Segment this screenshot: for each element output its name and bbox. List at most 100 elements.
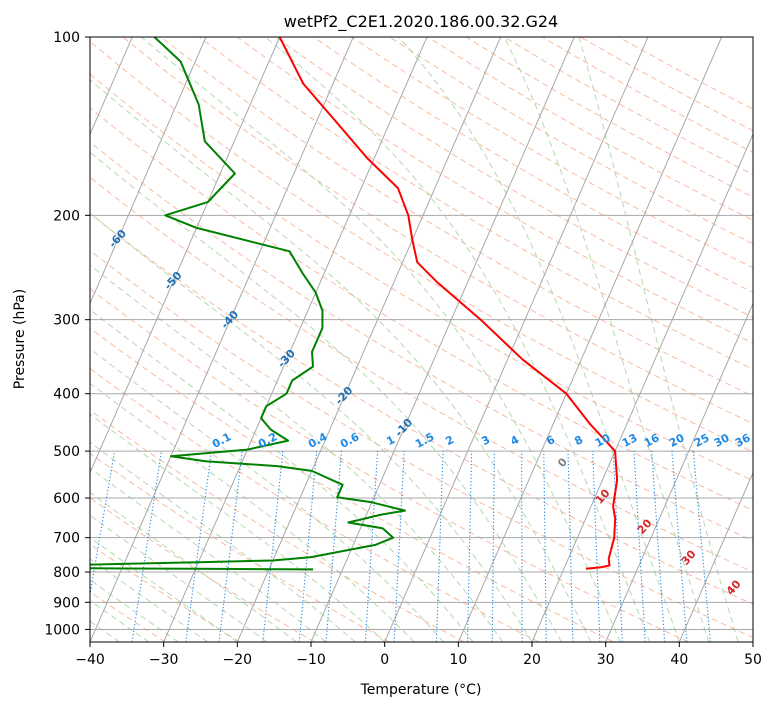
x-tick-label: −30 — [149, 652, 179, 668]
y-tick-label: 500 — [53, 444, 80, 460]
x-tick-label: 40 — [670, 652, 688, 668]
dry-adiabat — [90, 212, 753, 605]
dry-adiabat — [236, 37, 753, 344]
plot-area: -100-90-80-70-60-50-40-30-20-100.10.20.4… — [90, 37, 753, 642]
profile-series — [90, 37, 619, 571]
mixing-ratio-line — [298, 451, 318, 642]
y-tick-label: 700 — [53, 531, 80, 547]
isotherm-line — [531, 132, 753, 642]
dry-adiabat — [275, 37, 753, 318]
moist-adiabat — [90, 579, 179, 642]
mixing-ratio-label: 13 — [620, 431, 640, 450]
moist-adiabat — [90, 514, 268, 642]
y-tick-label: 1000 — [44, 622, 80, 638]
mixing-ratio-line — [131, 451, 163, 642]
isobars — [90, 214, 753, 630]
x-tick-label: 10 — [449, 652, 467, 668]
plot-frame — [89, 36, 754, 643]
moist-adiabat — [140, 37, 621, 642]
moist-adiabat — [90, 212, 533, 642]
isotherm-line — [310, 37, 575, 642]
isotherm-line — [605, 302, 753, 642]
dry-adiabat — [90, 452, 390, 642]
dry-adiabat — [90, 107, 753, 511]
dry-adiabat — [90, 327, 614, 642]
y-tick-label: 900 — [53, 595, 80, 611]
mixing-ratio-label: 10 — [593, 431, 613, 450]
mixing-ratio-label: 36 — [733, 431, 753, 450]
mixing-ratio-line — [692, 451, 711, 642]
isotherm-line — [384, 37, 649, 642]
mixing-ratio-line — [612, 451, 623, 642]
mixing-ratio-line — [466, 451, 473, 642]
mixing-ratio-label: 20 — [667, 431, 687, 450]
dry-adiabat — [122, 37, 753, 425]
moist-adiabat — [398, 37, 680, 642]
mixing-ratio-line — [543, 451, 547, 642]
moist-adiabat — [503, 37, 710, 642]
dry-adiabats — [90, 37, 753, 642]
y-tick-label: 200 — [53, 208, 80, 224]
chart-title: wetPf2_C2E1.2020.186.00.32.G24 — [284, 12, 558, 32]
moist-adiabat — [578, 37, 739, 642]
mixing-ratio-line — [435, 451, 444, 642]
x-tick-label: 30 — [597, 652, 615, 668]
dry-adiabat — [90, 40, 753, 453]
mixing-ratio-line — [651, 451, 666, 642]
mixing-ratio-line — [185, 451, 212, 642]
moist-adiabat — [90, 467, 327, 642]
dry-adiabat — [90, 176, 753, 573]
mixing-ratio-label: 25 — [692, 431, 712, 450]
isotherm-line — [90, 37, 281, 474]
mixing-ratio-label: 30 — [712, 431, 732, 450]
mixing-ratio-line — [218, 451, 243, 642]
isotherm-line — [163, 37, 428, 642]
isotherms — [90, 37, 753, 642]
x-tick-label: 20 — [523, 652, 541, 668]
moist-adiabat — [90, 536, 238, 642]
dry-adiabat — [90, 367, 540, 642]
y-axis-label: Pressure (hPa) — [12, 289, 28, 389]
mixing-ratio-line — [671, 451, 688, 642]
dry-adiabat — [90, 141, 753, 542]
mixing-ratio-line — [262, 451, 284, 642]
moist-adiabat — [265, 37, 651, 642]
y-tick-label: 800 — [53, 565, 80, 581]
dry-adiabat — [90, 409, 465, 642]
x-tick-label: 0 — [380, 652, 389, 668]
dry-adiabat — [90, 249, 753, 639]
axis-ticks: −40 −30 −20 −10 0 10 20 30 40 50 100 200 300 400 500 60… — [44, 30, 762, 668]
dry-adiabat — [90, 497, 315, 642]
moist-adiabat — [90, 309, 474, 642]
moist-adiabat — [90, 151, 562, 642]
isotherm-line — [457, 37, 723, 642]
x-axis-label: Temperature (°C) — [360, 682, 482, 698]
temperature-profile — [278, 37, 619, 570]
mixing-ratio-line — [491, 451, 495, 642]
dewpoint-profile — [90, 37, 406, 571]
mixing-ratio-line — [592, 451, 601, 642]
y-tick-label: 300 — [53, 313, 80, 329]
y-tick-label: 100 — [53, 30, 80, 46]
y-tick-label: 400 — [53, 387, 80, 403]
mixing-ratio-line — [633, 451, 646, 642]
x-tick-label: −40 — [75, 652, 105, 668]
mixing-ratio-line — [325, 451, 342, 642]
moist-adiabat — [90, 413, 386, 642]
isotherm-line — [90, 37, 207, 305]
x-tick-label: −10 — [296, 652, 326, 668]
mixing-ratio-line — [567, 451, 574, 642]
x-tick-label: −20 — [223, 652, 253, 668]
isotherm-line — [90, 37, 354, 642]
mixing-ratio-line — [393, 451, 405, 642]
moist-adiabats — [90, 37, 739, 642]
isotherm-line — [678, 471, 753, 642]
moist-adiabat — [90, 79, 592, 642]
moist-adiabat — [90, 264, 503, 642]
mixing-ratio-label: 16 — [642, 431, 662, 450]
isotherm-line — [236, 37, 502, 642]
x-tick-label: 50 — [744, 652, 762, 668]
moist-adiabat — [90, 491, 297, 642]
